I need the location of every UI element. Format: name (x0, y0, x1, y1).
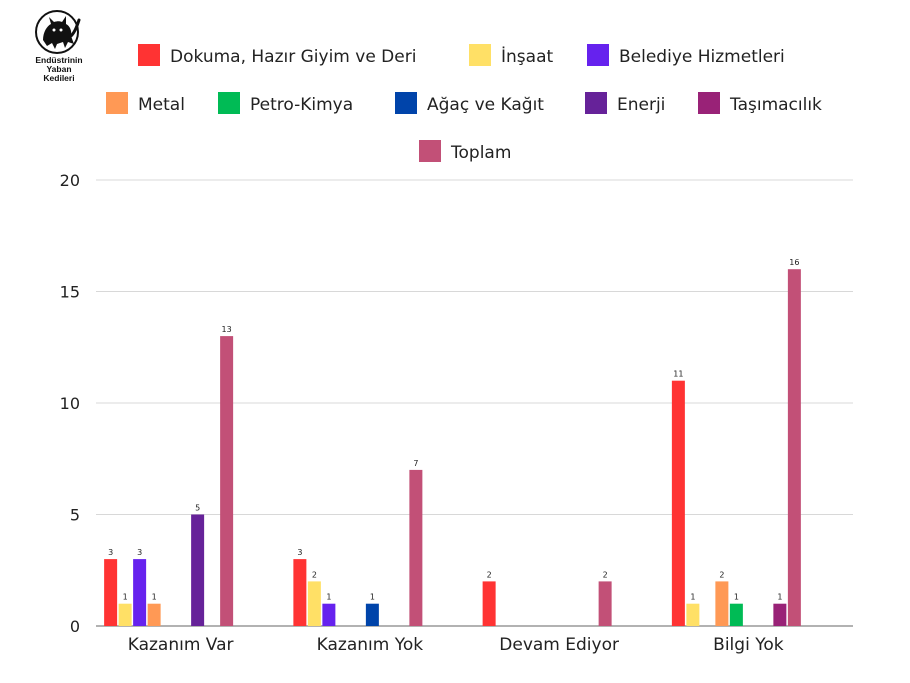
bar (787, 269, 801, 626)
bar (686, 603, 700, 626)
bar (409, 469, 423, 626)
y-tick-label: 15 (60, 283, 80, 302)
data-label: 1 (690, 593, 695, 602)
bar (191, 514, 205, 626)
bar (729, 603, 743, 626)
data-label: 1 (734, 593, 739, 602)
data-label: 5 (195, 504, 200, 513)
data-label: 7 (413, 459, 418, 468)
data-label: 2 (603, 570, 608, 579)
data-label: 1 (370, 593, 375, 602)
data-label: 13 (222, 325, 232, 334)
legend-swatch (218, 92, 240, 114)
y-tick-label: 10 (60, 394, 80, 413)
x-tick-label: Devam Ediyor (499, 635, 619, 655)
logo-text-line-3: Kedileri (43, 73, 75, 83)
black-cat-icon (35, 10, 81, 54)
data-label: 1 (123, 593, 128, 602)
legend-label: Petro-Kimya (250, 95, 353, 115)
bar (147, 603, 161, 626)
data-label: 3 (108, 548, 113, 557)
x-tick-label: Bilgi Yok (713, 635, 784, 655)
legend-label: Toplam (450, 143, 511, 163)
chart-legend: Dokuma, Hazır Giyim ve Deri İnşaat Belediy… (106, 44, 822, 163)
legend-swatch (106, 92, 128, 114)
legend-label: Taşımacılık (729, 95, 822, 115)
data-label: 1 (777, 593, 782, 602)
data-label: 1 (152, 593, 157, 602)
data-label: 3 (297, 548, 302, 557)
bar (322, 603, 336, 626)
chart-bars (104, 269, 801, 626)
logo-text-line-1: Endüstrinin (35, 55, 83, 65)
logo-text-line-2: Yaban (46, 64, 72, 74)
bar (671, 380, 685, 626)
bar (715, 581, 729, 626)
bar (220, 336, 234, 626)
legend-swatch (469, 44, 491, 66)
data-label: 3 (137, 548, 142, 557)
data-label: 2 (487, 570, 492, 579)
data-label: 2 (719, 570, 724, 579)
data-label: 2 (312, 570, 317, 579)
y-tick-label: 20 (60, 171, 80, 190)
legend-swatch (395, 92, 417, 114)
x-tick-label: Kazanım Var (128, 635, 234, 655)
bar (293, 559, 307, 626)
legend-swatch (585, 92, 607, 114)
bar (773, 603, 787, 626)
legend-swatch (419, 140, 441, 162)
legend-swatch (587, 44, 609, 66)
legend-label: Metal (138, 95, 185, 115)
x-axis: Kazanım Var Kazanım Yok Devam Ediyor Bilgi … (128, 635, 784, 655)
legend-label: Belediye Hizmetleri (619, 47, 785, 67)
bar (133, 559, 147, 626)
legend-label: Dokuma, Hazır Giyim ve Deri (170, 47, 416, 67)
legend-label: Enerji (617, 95, 665, 115)
bar (365, 603, 379, 626)
data-label: 11 (673, 370, 683, 379)
legend-swatch (138, 44, 160, 66)
y-tick-label: 5 (70, 506, 80, 525)
logo: Endüstrinin Yaban Kedileri (28, 8, 90, 83)
data-label: 16 (789, 258, 799, 267)
legend-swatch (698, 92, 720, 114)
x-tick-label: Kazanım Yok (317, 635, 424, 655)
y-tick-label: 0 (70, 617, 80, 636)
data-label: 1 (326, 593, 331, 602)
bar (482, 581, 496, 626)
legend-label: İnşaat (501, 46, 553, 67)
bar (104, 559, 118, 626)
bar (118, 603, 132, 626)
bar (598, 581, 612, 626)
legend-label: Ağaç ve Kağıt (427, 95, 544, 115)
bar (307, 581, 321, 626)
